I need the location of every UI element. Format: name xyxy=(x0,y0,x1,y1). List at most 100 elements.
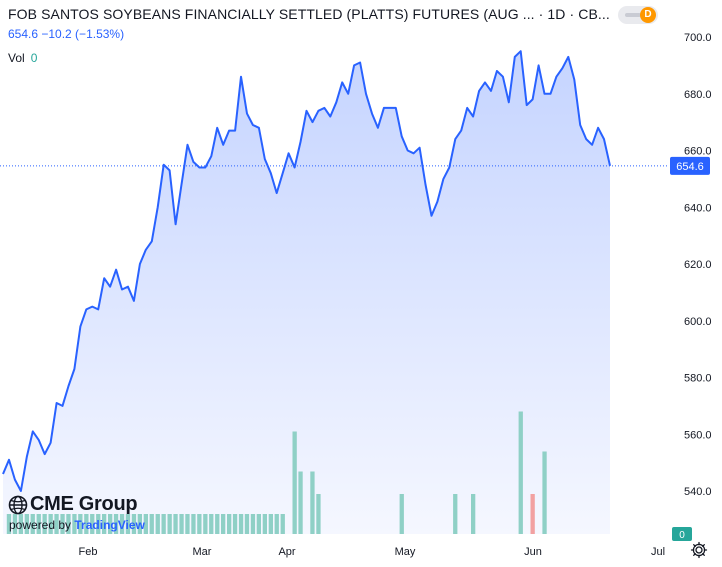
volume-bar xyxy=(292,431,297,534)
volume-bar xyxy=(250,514,256,534)
toggle-knob: D xyxy=(640,7,656,23)
volume-bar xyxy=(274,514,279,534)
volume-bar xyxy=(54,514,59,534)
volume-bar xyxy=(24,514,29,534)
volume-bar xyxy=(96,514,101,534)
x-axis: Feb Mar Apr May Jun Jul xyxy=(79,546,666,558)
volume-bar xyxy=(453,494,458,534)
volume-bar xyxy=(185,514,190,534)
volume-bar xyxy=(108,514,113,534)
volume-bar xyxy=(232,514,238,534)
volume-bar xyxy=(113,514,119,534)
y-tick-label: 580.0 xyxy=(684,373,712,385)
y-axis[interactable]: 700.0 680.0 660.0 640.0 620.0 600.0 580.0 560.0… xyxy=(672,32,712,541)
volume-bar xyxy=(102,514,107,534)
x-tick-label: May xyxy=(395,546,416,558)
volume-badge-label: 0 xyxy=(679,530,685,541)
volume-bar xyxy=(221,514,226,534)
volume-bar xyxy=(268,514,273,534)
volume-bar xyxy=(48,514,53,534)
y-tick-label: 560.0 xyxy=(684,429,712,441)
volume-bar xyxy=(66,514,71,534)
volume-bar xyxy=(143,514,148,534)
tradingview-link[interactable]: TradingView xyxy=(74,518,145,532)
volume-bar xyxy=(262,514,267,534)
y-tick-label: 660.0 xyxy=(684,146,712,158)
price-series-line xyxy=(2,50,611,492)
cme-globe-icon xyxy=(8,495,28,515)
volume-bar xyxy=(203,514,208,534)
volume-bar xyxy=(215,514,220,534)
volume-badge-bg xyxy=(672,527,692,541)
x-tick-label: Apr xyxy=(278,546,295,558)
price-area xyxy=(3,51,610,534)
data-toggle[interactable]: D xyxy=(618,6,658,24)
x-tick-label: Jun xyxy=(524,546,542,558)
y-tick-label: 620.0 xyxy=(684,259,712,271)
volume-bar xyxy=(42,514,47,534)
logo-text: CME Group xyxy=(30,493,138,515)
gear-icon[interactable] xyxy=(690,541,708,559)
volume-bar xyxy=(518,411,523,534)
volume-bar xyxy=(30,514,35,534)
price-change-quote: 654.6 −10.2 (−1.53%) xyxy=(8,27,125,41)
price-line xyxy=(2,50,611,492)
volume-bar xyxy=(167,514,172,534)
volume-bar xyxy=(209,514,214,534)
volume-bar xyxy=(173,514,178,534)
volume-bar xyxy=(119,514,125,534)
volume-bar xyxy=(244,514,250,534)
toggle-track xyxy=(625,13,641,17)
volume-bar xyxy=(125,514,131,534)
volume-bar xyxy=(310,471,315,534)
volume-label: Vol xyxy=(8,51,25,65)
x-tick-label: Jul xyxy=(651,546,665,558)
y-tick-label: 700.0 xyxy=(684,32,712,44)
volume-bar xyxy=(155,514,160,534)
volume-bar xyxy=(298,471,303,534)
volume-bar xyxy=(471,494,476,534)
volume-bars xyxy=(6,411,547,534)
volume-bar xyxy=(530,494,535,534)
volume-bar xyxy=(131,514,137,534)
volume-bar xyxy=(227,514,232,534)
volume-bar xyxy=(280,514,285,534)
volume-bar xyxy=(60,514,65,534)
powered-by[interactable]: powered by TradingView xyxy=(9,518,145,532)
last-price-label: 654.6 xyxy=(676,161,704,173)
y-tick-label: 600.0 xyxy=(684,316,712,328)
volume-bar xyxy=(84,514,89,534)
volume-bar xyxy=(256,514,261,534)
volume-bar xyxy=(238,514,244,534)
x-tick-label: Mar xyxy=(193,546,212,558)
volume-bar xyxy=(137,514,142,534)
volume-bar xyxy=(18,514,23,534)
volume-bar xyxy=(12,514,18,534)
volume-bar xyxy=(149,514,154,534)
x-tick-label: Feb xyxy=(79,546,98,558)
y-tick-label: 540.0 xyxy=(684,486,712,498)
volume-bar xyxy=(6,514,12,534)
volume-bar xyxy=(316,494,321,534)
price-area-fill xyxy=(3,51,610,534)
volume-bar xyxy=(542,451,547,534)
last-price-line: 654.6 xyxy=(0,156,710,175)
symbol-title[interactable]: FOB SANTOS SOYBEANS FINANCIALLY SETTLED … xyxy=(8,6,610,22)
y-tick-label: 640.0 xyxy=(684,202,712,214)
volume-value: 0 xyxy=(30,51,38,65)
volume-bar xyxy=(161,514,166,534)
volume-bar xyxy=(36,514,41,534)
last-price-label-bg xyxy=(670,156,710,175)
volume-bar xyxy=(399,494,404,534)
powered-prefix: powered by xyxy=(9,518,72,532)
volume-legend: Vol 0 xyxy=(8,51,37,65)
volume-bar xyxy=(197,514,202,534)
volume-bar xyxy=(72,514,77,534)
volume-bar xyxy=(179,514,184,534)
volume-bar xyxy=(191,514,196,534)
y-tick-label: 680.0 xyxy=(684,89,712,101)
volume-bar xyxy=(90,514,95,534)
volume-bar xyxy=(78,514,83,534)
